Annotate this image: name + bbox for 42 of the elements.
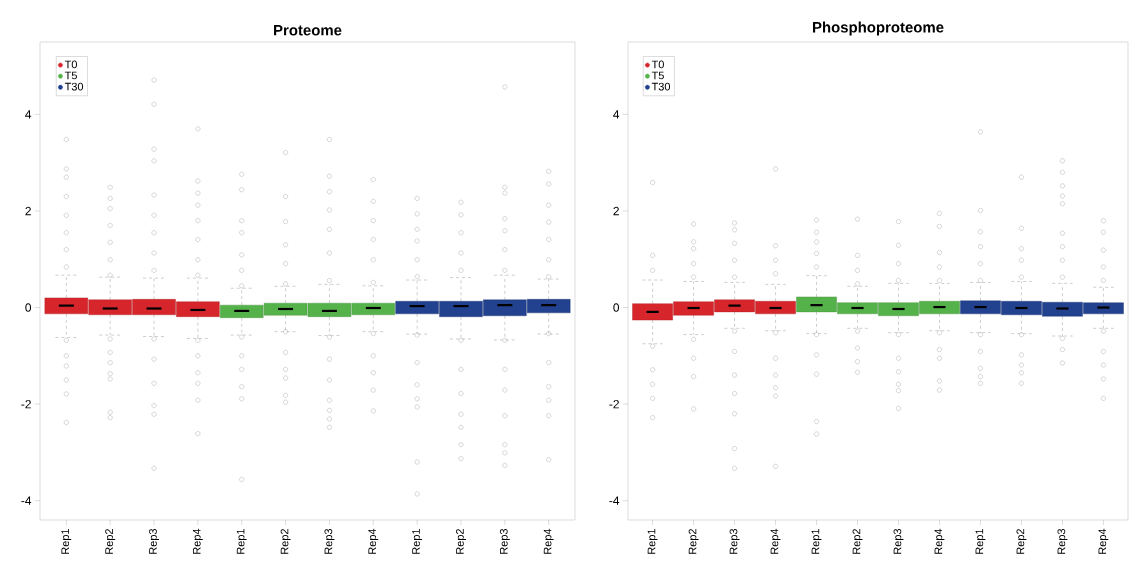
x-tick-label: Rep2 — [105, 529, 116, 554]
x-tick-label: Rep1 — [975, 529, 986, 554]
x-tick-label: Rep3 — [149, 529, 159, 554]
x-tick-label: Rep4 — [1098, 528, 1109, 554]
x-tick-label: Rep3 — [729, 529, 740, 554]
x-tick-label: Rep2 — [280, 529, 291, 554]
legend-label: T30 — [64, 82, 84, 91]
y-tick-label: 4 — [613, 110, 620, 119]
y-tick-label: -4 — [21, 496, 32, 505]
x-tick-label: Rep1 — [647, 529, 658, 554]
x-tick-label: Rep1 — [811, 529, 822, 554]
x-tick-label: Rep3 — [499, 529, 510, 554]
y-tick-label: 2 — [613, 206, 619, 216]
y-tick-label: -2 — [609, 399, 619, 409]
legend-label: T30 — [651, 82, 671, 91]
chart-title: Phosphoproteome — [813, 21, 944, 36]
y-tick-label: -4 — [609, 496, 620, 505]
y-tick-label: -2 — [21, 399, 31, 409]
x-tick-label: Rep4 — [192, 528, 203, 554]
chart-title: Proteome — [274, 25, 342, 36]
x-tick-label: Rep2 — [1016, 529, 1027, 554]
x-tick-label: Rep3 — [324, 529, 335, 554]
x-tick-label: Rep2 — [456, 529, 466, 554]
x-tick-label: Rep4 — [543, 528, 554, 554]
x-tick-label: Rep2 — [852, 529, 863, 554]
x-tick-label: Rep4 — [368, 528, 379, 554]
legend-label: T5 — [651, 71, 664, 80]
x-tick-label: Rep1 — [412, 529, 423, 554]
legend-label: T0 — [64, 60, 77, 69]
y-tick-label: 4 — [25, 110, 32, 119]
x-tick-label: Rep1 — [236, 529, 247, 554]
x-tick-label: Rep4 — [934, 528, 945, 554]
x-tick-label: Rep3 — [893, 529, 904, 554]
x-tick-label: Rep2 — [688, 529, 699, 554]
legend-label: T5 — [64, 71, 77, 80]
legend-label: T0 — [651, 60, 664, 69]
y-tick-label: 2 — [25, 206, 31, 216]
y-tick-label: 0 — [25, 303, 32, 312]
x-tick-label: Rep1 — [61, 529, 72, 554]
x-tick-label: Rep3 — [1057, 529, 1068, 554]
x-tick-label: Rep4 — [770, 528, 781, 554]
y-tick-label: 0 — [613, 303, 620, 312]
